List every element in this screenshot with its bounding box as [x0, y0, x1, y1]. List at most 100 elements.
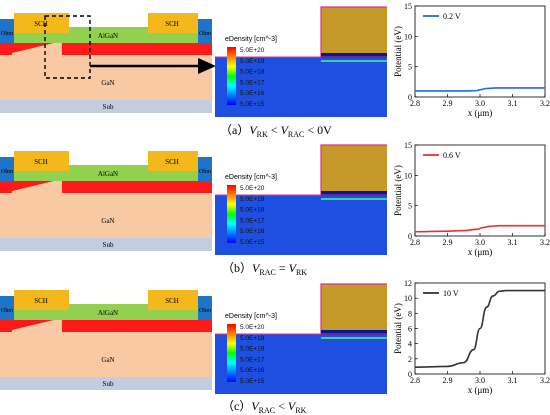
- caption-part: RK: [296, 268, 307, 277]
- y-tick-label: 4: [408, 340, 412, 349]
- gan-step-base: [12, 330, 62, 334]
- algan-label: AlGaN: [98, 309, 118, 317]
- y-tick-label: 2: [408, 355, 412, 364]
- metal-contact: [321, 145, 387, 195]
- device-cross-section: SCH SCH Ohm Ohm AlGaN GaN Sub: [0, 151, 212, 251]
- y-tick-label: 10: [404, 294, 412, 303]
- y-tick-label: 8: [408, 309, 412, 318]
- zoom-box: [44, 15, 91, 79]
- colorbar-label: 5.0E+15: [240, 239, 265, 246]
- caption-part: V: [288, 399, 297, 413]
- sub-label: Sub: [103, 380, 114, 388]
- colorbar-label: 5.0E+16: [240, 228, 265, 235]
- gan-layer: [0, 190, 212, 238]
- x-tick-label: 2.8: [410, 99, 420, 108]
- caption-part: V: [281, 123, 290, 137]
- potential-chart: 2.8 2.9 3.0 3.1 3.2 0 2 4 6 8 10 12 x (μm) Potential …: [393, 279, 550, 395]
- caption-part: RK: [257, 130, 268, 139]
- caption-part: （a）: [220, 123, 249, 137]
- x-tick-label: 2.8: [410, 238, 420, 247]
- gan-layer: [0, 52, 212, 100]
- potential-chart: 2.8 2.9 3.0 3.1 3.2 0 5 10 15 x (μm) Potential (eV…: [393, 141, 550, 257]
- colorbar-label: 5.0E+15: [240, 101, 265, 108]
- colorbar-label: 5.0E+18: [240, 346, 265, 353]
- gan-layer: [0, 329, 212, 377]
- metal-outline: [320, 6, 387, 57]
- potential-chart: 2.8 2.9 3.0 3.1 3.2 0 5 10 15 x (μm) Potential (eV…: [393, 2, 550, 118]
- colorbar-label: 5.0E+19: [240, 335, 265, 342]
- plot-frame: [414, 144, 546, 237]
- gan-label: GaN: [101, 217, 114, 225]
- x-axis-label: x (μm): [468, 247, 493, 257]
- colorbar-label: 5.0E+20: [240, 324, 265, 331]
- density-map: eDensity [cm^-3] 5.0E+20 5.0E+19 5.0E+18 5.0…: [215, 5, 387, 117]
- caption-part: < 0V: [304, 123, 332, 137]
- ohmic-label-left: Ohm: [1, 169, 13, 175]
- x-tick-label: 3.1: [508, 238, 518, 247]
- ohmic-label-right: Ohm: [199, 31, 211, 37]
- density-map: eDensity [cm^-3] 5.0E+20 5.0E+19 5.0E+18 5.0…: [215, 143, 387, 255]
- colorbar-label: 5.0E+17: [240, 356, 265, 363]
- y-axis-label: Potential (eV): [393, 303, 403, 354]
- schottky-label-right: SCH: [165, 297, 179, 305]
- x-tick-label: 3.2: [540, 99, 550, 108]
- ohmic-contact-right: [198, 157, 212, 181]
- x-tick-label: 2.9: [443, 238, 453, 247]
- ohmic-label-left: Ohm: [1, 308, 13, 314]
- caption-part: （b）: [222, 261, 252, 275]
- caption-part: V: [249, 123, 258, 137]
- colorbar-label: 5.0E+19: [240, 58, 265, 65]
- metal-outline: [320, 283, 387, 334]
- metal-contact: [321, 284, 387, 334]
- caption-part: RAC: [288, 130, 304, 139]
- colorbar-label: 5.0E+15: [240, 378, 265, 385]
- algan-label: AlGaN: [98, 170, 118, 178]
- caption-part: <: [275, 399, 288, 413]
- colorbar-label: 5.0E+19: [240, 196, 265, 203]
- colorbar-label: 5.0E+17: [240, 79, 265, 86]
- caption-part: RAC: [259, 268, 275, 277]
- density-map: eDensity [cm^-3] 5.0E+20 5.0E+19 5.0E+18 5.0…: [215, 282, 387, 394]
- ohmic-label-right: Ohm: [199, 308, 211, 314]
- caption-part: V: [251, 399, 260, 413]
- caption-part: =: [276, 261, 289, 275]
- colorbar-label: 5.0E+20: [240, 185, 265, 192]
- colorbar-label: 5.0E+18: [240, 207, 265, 214]
- gan-label: GaN: [101, 356, 114, 364]
- y-tick-label: 0: [408, 370, 412, 379]
- schottky-contact-left: [14, 151, 69, 171]
- plot-frame: [414, 5, 546, 98]
- colorbar-label: 5.0E+17: [240, 217, 265, 224]
- panel-caption: （a）VRK < VRAC < 0V: [220, 123, 332, 139]
- caption-part: RAC: [259, 406, 275, 415]
- ohmic-label-left: Ohm: [1, 31, 13, 37]
- y-tick-label: 6: [408, 325, 412, 334]
- colorbar: [227, 47, 236, 105]
- algan-label: AlGaN: [98, 32, 118, 40]
- colorbar-title: eDensity [cm^-3]: [225, 36, 277, 43]
- x-tick-label: 3.0: [475, 376, 485, 385]
- y-axis-label: Potential (eV): [393, 26, 403, 77]
- series-line: [414, 224, 545, 233]
- colorbar-title: eDensity [cm^-3]: [225, 313, 277, 320]
- colorbar-label: 5.0E+18: [240, 69, 265, 76]
- colorbar-label: 5.0E+16: [240, 90, 265, 97]
- metal-outline: [320, 144, 387, 195]
- sub-label: Sub: [103, 103, 114, 111]
- panel-caption: （c）VRAC < VRK: [222, 399, 307, 415]
- electron-region: [215, 195, 387, 255]
- colorbar: [227, 324, 236, 382]
- substrate-layer: [0, 99, 212, 113]
- legend-label: 0.2 V: [443, 12, 461, 21]
- y-tick-label: 5: [408, 202, 412, 211]
- x-tick-label: 2.9: [443, 99, 453, 108]
- y-axis-label: Potential (eV): [393, 165, 403, 216]
- depletion-band: [321, 191, 387, 196]
- colorbar-label: 5.0E+16: [240, 367, 265, 374]
- schottky-label-right: SCH: [165, 20, 179, 28]
- x-tick-label: 2.9: [443, 376, 453, 385]
- y-tick-label: 5: [408, 63, 412, 72]
- y-tick-label: 15: [404, 141, 412, 150]
- caption-part: （c）: [222, 399, 251, 413]
- legend-label: 10 V: [443, 289, 459, 298]
